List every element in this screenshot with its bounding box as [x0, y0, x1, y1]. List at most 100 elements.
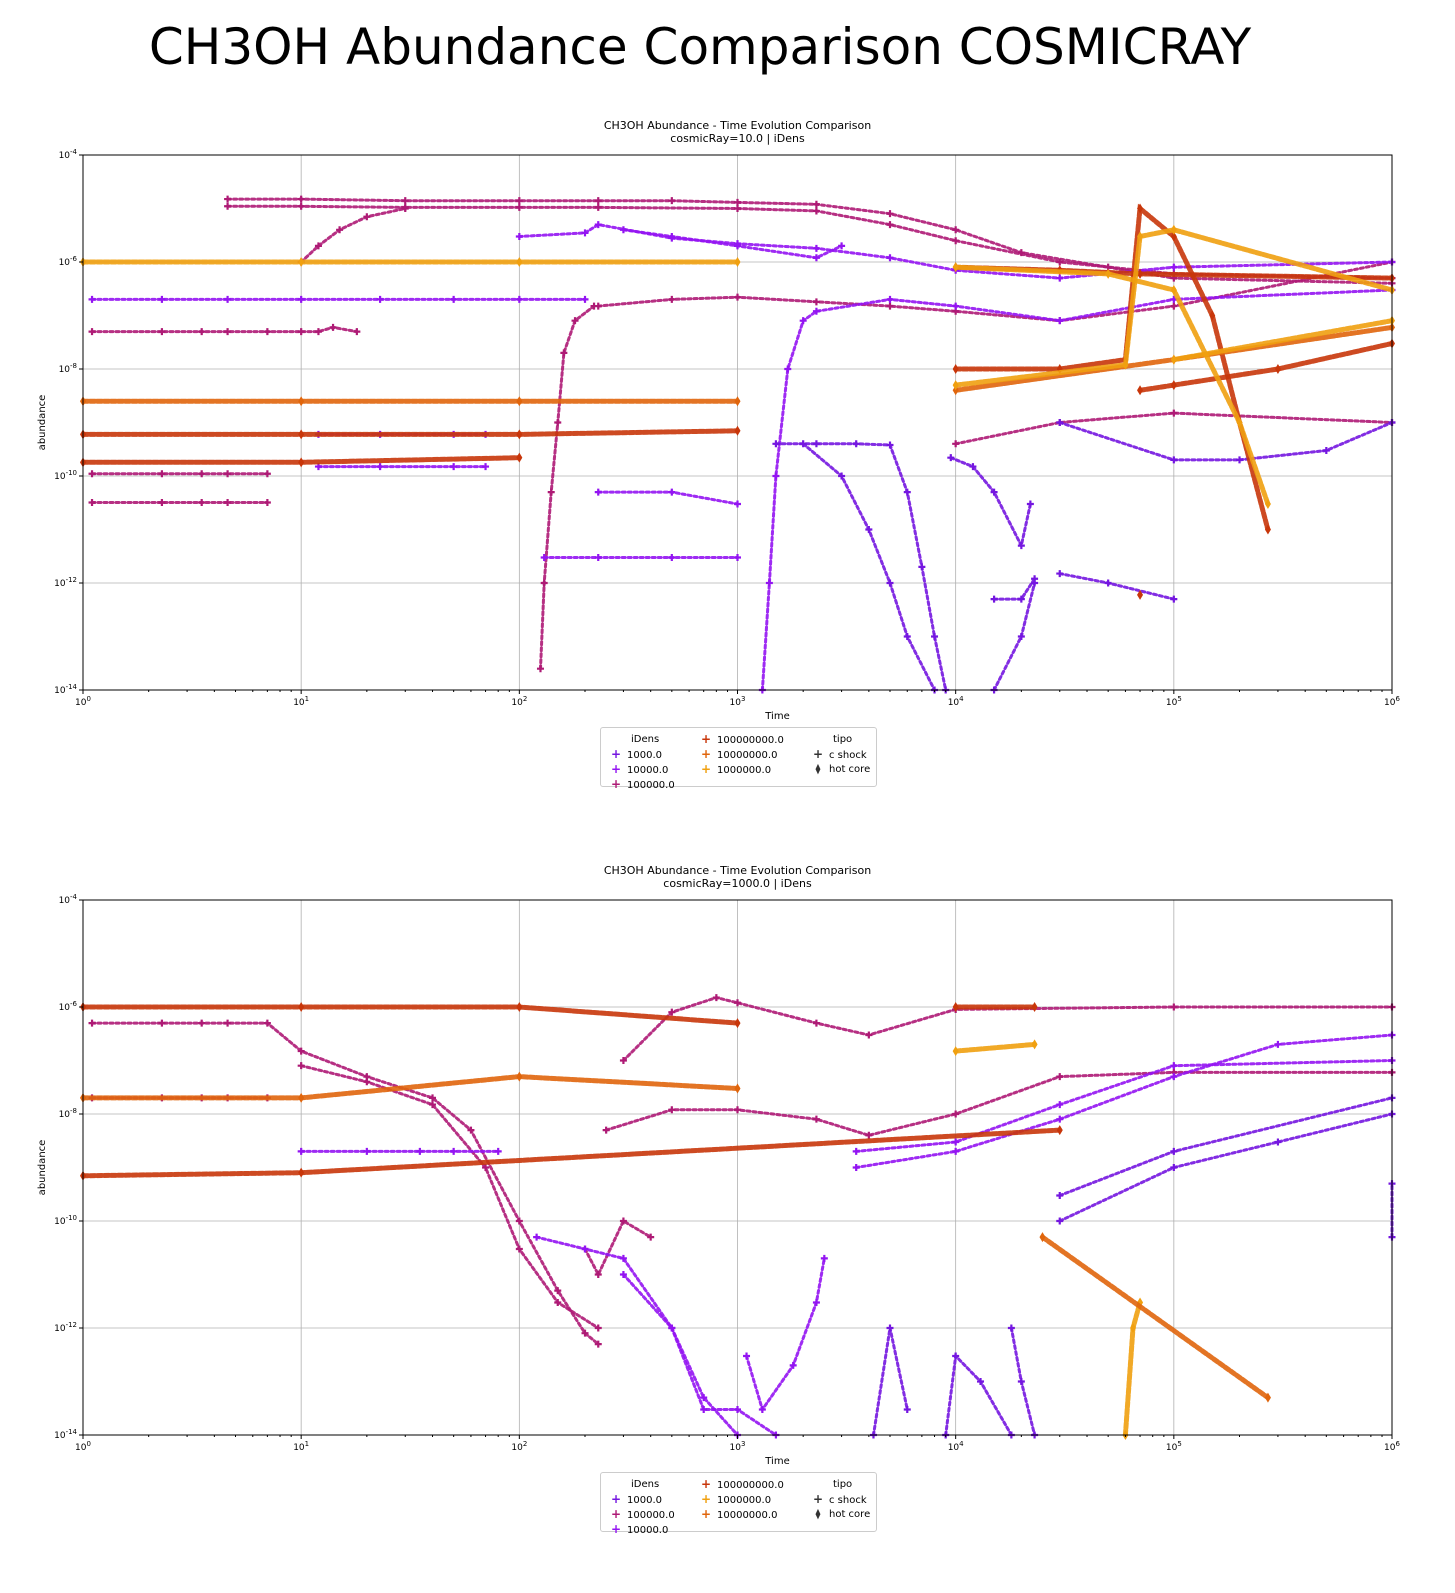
data-point-c-shock [158, 295, 166, 303]
data-point-c-shock [297, 1047, 305, 1055]
series-line [760, 288, 1394, 692]
data-point-c-shock [515, 1245, 523, 1253]
data-point-hot-core [516, 452, 523, 463]
series-5 [581, 1217, 655, 1278]
chart-legend-2: iDens +1000.0 +100000.0 +10000.0 +100000000.… [600, 1472, 877, 1536]
chart-svg-1: CH3OH Abundance - Time Evolution Compari… [37, 119, 1400, 722]
data-point-c-shock [1056, 274, 1064, 282]
legend-entry: + c shock [807, 747, 870, 762]
data-point-c-shock [314, 242, 322, 250]
x-tick-label: 102 [511, 1440, 527, 1453]
data-point-c-shock [515, 295, 523, 303]
data-point-c-shock [820, 1254, 828, 1262]
data-point-c-shock [1056, 1101, 1064, 1109]
data-point-c-shock [297, 202, 305, 210]
data-point-c-shock [812, 298, 820, 306]
data-point-hot-core [298, 429, 305, 440]
legend-label: 1000.0 [627, 1495, 662, 1506]
data-point-c-shock [1056, 1115, 1064, 1123]
data-point-c-shock [952, 1147, 960, 1155]
series-18 [799, 440, 939, 694]
data-point-c-shock [903, 633, 911, 640]
data-point-c-shock [158, 498, 166, 506]
series-line [944, 1352, 1013, 1437]
data-point-c-shock [224, 195, 232, 203]
x-tick-label: 103 [730, 695, 746, 708]
series-group [80, 195, 1396, 694]
series-1 [224, 202, 1396, 282]
x-tick-label: 105 [1166, 695, 1182, 708]
chart-title: CH3OH Abundance - Time Evolution Compari… [604, 119, 871, 132]
data-point-c-shock [363, 213, 371, 221]
series-line [774, 442, 948, 692]
data-point-c-shock [668, 1106, 676, 1114]
data-point-c-shock [668, 197, 676, 205]
data-point-c-shock [560, 349, 568, 357]
legend-column: +100000000.0 +1000000.0 +10000000.0 [695, 1477, 784, 1522]
data-point-c-shock [812, 1019, 820, 1027]
x-tick-label: 100 [75, 1440, 91, 1453]
series-19 [947, 454, 1034, 551]
y-tick-label: 10-12 [54, 1321, 77, 1334]
legend-column: tipo + c shock ⧫ hot core [807, 732, 870, 777]
y-axis: 10-14 10-12 10-10 10-8 10-6 10-4 [54, 893, 83, 1441]
data-point-c-shock [886, 1324, 894, 1332]
series-10 [743, 1254, 828, 1413]
data-point-c-shock [297, 295, 305, 303]
data-point-c-shock [734, 293, 741, 301]
data-point-hot-core [734, 257, 741, 267]
legend-label: 100000000.0 [717, 735, 784, 746]
series-14 [314, 463, 490, 471]
data-point-hot-core [1039, 1232, 1046, 1243]
data-point-hot-core [952, 364, 959, 374]
legend-entry: +1000000.0 [695, 1492, 784, 1507]
data-point-hot-core [1170, 231, 1177, 242]
data-point-c-shock [297, 328, 305, 336]
data-point-c-shock [314, 328, 322, 336]
legend-entry: +1000.0 [605, 747, 675, 762]
data-point-c-shock [1017, 542, 1025, 550]
series-line [80, 1127, 1063, 1179]
data-point-c-shock [812, 254, 820, 262]
data-point-hot-core [1137, 268, 1144, 279]
data-point-c-shock [297, 1062, 305, 1070]
grid [82, 899, 1393, 1436]
data-point-c-shock [668, 232, 676, 240]
data-point-hot-core [298, 257, 305, 267]
plus-marker-icon: + [610, 1507, 622, 1521]
legend-entry: +100000000.0 [695, 1477, 784, 1492]
data-point-c-shock [581, 295, 589, 303]
data-point-c-shock [903, 1405, 911, 1413]
data-point-c-shock [952, 226, 960, 234]
x-tick-label: 102 [511, 695, 527, 708]
series-0 [88, 1019, 602, 1348]
data-point-c-shock [594, 488, 602, 496]
y-tick-label: 10-8 [59, 362, 77, 375]
data-point-c-shock [401, 197, 409, 205]
data-point-hot-core [298, 396, 305, 407]
plus-marker-icon: + [812, 747, 824, 761]
data-point-hot-core [1137, 231, 1144, 242]
data-point-c-shock [931, 633, 939, 640]
series-13 [1056, 1094, 1396, 1199]
data-point-c-shock [336, 226, 344, 234]
data-point-c-shock [1017, 1378, 1025, 1385]
y-axis-label: abundance [37, 1140, 48, 1196]
data-point-c-shock [1170, 1062, 1178, 1070]
plus-marker-icon: + [700, 747, 712, 761]
data-point-c-shock [571, 317, 579, 325]
data-point-hot-core [1122, 359, 1129, 370]
data-point-c-shock [401, 205, 409, 212]
data-point-hot-core [1031, 1039, 1038, 1050]
data-point-c-shock [1170, 1003, 1178, 1011]
series-6 [533, 1233, 741, 1439]
data-point-c-shock [952, 1352, 960, 1360]
data-point-c-shock [482, 463, 490, 471]
series-32 [80, 396, 741, 407]
legend-entry: +10000.0 [605, 762, 675, 777]
data-point-hot-core [1264, 1392, 1271, 1403]
series-3 [602, 1068, 1396, 1139]
data-point-c-shock [1056, 317, 1064, 325]
series-line [1040, 1234, 1271, 1401]
data-point-c-shock [540, 553, 548, 561]
